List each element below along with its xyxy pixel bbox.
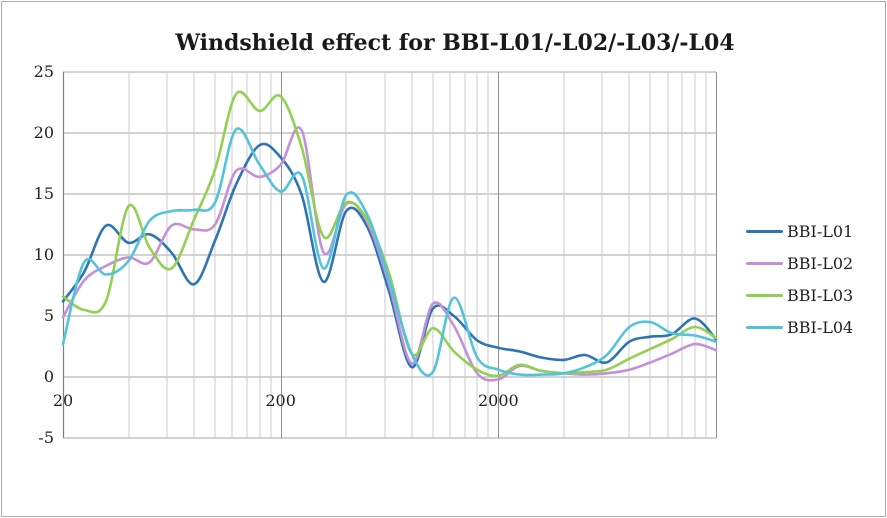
y-tick-10: 10 <box>33 245 54 264</box>
y-tick-25: 25 <box>33 62 54 81</box>
legend: BBI-L01 BBI-L02 BBI-L03 BBI-L04 <box>746 221 853 349</box>
legend-line-icon <box>746 261 783 265</box>
series-line-BBI-L01 <box>61 142 718 369</box>
legend-label: BBI-L02 <box>787 253 854 273</box>
legend-label: BBI-L03 <box>787 285 854 305</box>
x-tick-200: 200 <box>265 391 296 410</box>
x-tick-2000: 2000 <box>477 391 519 410</box>
legend-item-BBI-L01: BBI-L01 <box>746 221 853 241</box>
chart-title: Windshield effect for BBI-L01/-L02/-L03/… <box>175 30 735 56</box>
x-tick-20: 20 <box>52 391 74 410</box>
legend-line-icon <box>746 325 783 329</box>
legend-item-BBI-L04: BBI-L04 <box>746 317 853 337</box>
y-tick-0: 0 <box>43 367 54 386</box>
series-line-BBI-L04 <box>61 127 718 377</box>
series-line-BBI-L02 <box>61 126 718 382</box>
y-tick-5: 5 <box>43 306 54 325</box>
series-line-BBI-L03 <box>61 90 718 378</box>
legend-line-icon <box>746 229 783 233</box>
legend-label: BBI-L04 <box>787 317 854 337</box>
legend-label: BBI-L01 <box>787 221 854 241</box>
y-tick--5: -5 <box>38 428 54 447</box>
y-tick-20: 20 <box>33 123 54 142</box>
legend-item-BBI-L03: BBI-L03 <box>746 285 853 305</box>
y-tick-15: 15 <box>33 184 54 203</box>
legend-item-BBI-L02: BBI-L02 <box>746 253 853 273</box>
legend-line-icon <box>746 293 783 297</box>
